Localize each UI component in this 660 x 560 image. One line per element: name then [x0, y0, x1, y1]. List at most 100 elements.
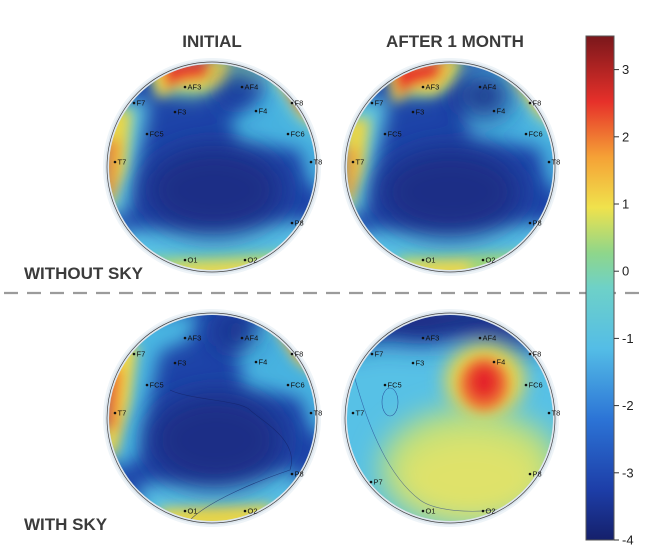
electrode-label: F8	[295, 350, 304, 359]
electrode-dot	[290, 221, 294, 225]
color-bar-gradient	[585, 35, 615, 541]
electrode-label: AF4	[483, 334, 497, 343]
electrode-dot	[113, 160, 117, 164]
electrode-label: T7	[356, 409, 365, 418]
electrode-dot	[290, 101, 294, 105]
electrode-label: F7	[375, 99, 384, 108]
header-initial: INITIAL	[182, 32, 242, 51]
color-bar: 3 2 1 0 -1 -2 -3 -4	[585, 35, 634, 548]
electrode-dot	[528, 472, 532, 476]
electrode-dot	[132, 352, 136, 356]
electrode-dot	[183, 336, 187, 340]
electrode-label: F3	[416, 359, 425, 368]
electrode-label: O2	[248, 256, 258, 265]
row-label-with-sky: WITH SKY	[24, 515, 108, 534]
electrode-label: T8	[552, 158, 561, 167]
electrode-label: F8	[533, 99, 542, 108]
electrode-label: FC5	[388, 130, 402, 139]
electrode-dot	[481, 258, 485, 262]
electrode-label: AF4	[483, 83, 497, 92]
electrode-label: P8	[295, 470, 304, 479]
electrode-label: F7	[137, 99, 146, 108]
color-bar-ticks: 3 2 1 0 -1 -2 -3 -4	[614, 62, 634, 548]
electrode-label: AF3	[188, 334, 202, 343]
electrode-dot	[411, 110, 415, 114]
electrode-label: FC6	[529, 130, 543, 139]
electrode-label: O2	[248, 507, 258, 516]
electrode-label: AF3	[188, 83, 202, 92]
color-bar-tick-label: 0	[622, 264, 629, 279]
electrode-label: P8	[533, 470, 542, 479]
electrode-dot	[183, 509, 187, 513]
scalp-map-without-sky-after-1-month	[341, 58, 559, 276]
electrode-label: T8	[314, 158, 323, 167]
electrode-dot	[383, 383, 387, 387]
electrode-label: F8	[295, 99, 304, 108]
electrode-dot	[240, 85, 244, 89]
electrode-label: F3	[416, 108, 425, 117]
electrode-dot	[290, 352, 294, 356]
electrode-label: T8	[314, 409, 323, 418]
electrode-dot	[369, 480, 373, 484]
electrode-dot	[243, 509, 247, 513]
electrode-label: P8	[533, 219, 542, 228]
electrode-label: F4	[259, 107, 268, 116]
electrode-label: T7	[118, 158, 127, 167]
electrode-dot	[421, 258, 425, 262]
electrode-dot	[145, 383, 149, 387]
electrode-label: FC5	[150, 381, 164, 390]
scalp-map-without-sky-initial	[103, 58, 321, 276]
electrode-label: F8	[533, 350, 542, 359]
header-after-1-month: AFTER 1 MONTH	[386, 32, 524, 51]
electrode-label: T7	[118, 409, 127, 418]
electrode-dot	[286, 132, 290, 136]
electrode-label: FC6	[529, 381, 543, 390]
electrode-labels: AF3 AF4 F7 F3 F4 F8 FC5 FC6 T7 T8 P8 O1 O2 AF3 AF4 F7 F3…	[113, 83, 561, 516]
electrode-label: FC6	[291, 381, 305, 390]
electrode-label: F4	[497, 358, 506, 367]
color-bar-tick-label: 2	[622, 129, 629, 144]
electrode-dot	[254, 109, 258, 113]
electrode-dot	[421, 509, 425, 513]
electrode-dot	[309, 411, 313, 415]
electrode-dot	[528, 101, 532, 105]
color-bar-tick-label: -1	[622, 331, 634, 346]
electrode-dot	[421, 336, 425, 340]
electrode-label: F3	[178, 359, 187, 368]
electrode-label: AF4	[245, 334, 259, 343]
electrode-dot	[411, 361, 415, 365]
electrode-label: F3	[178, 108, 187, 117]
electrode-label: T8	[552, 409, 561, 418]
electrode-label: AF3	[426, 83, 440, 92]
electrode-dot	[383, 132, 387, 136]
electrode-label: F7	[137, 350, 146, 359]
electrode-label: T7	[356, 158, 365, 167]
electrode-dot	[370, 352, 374, 356]
electrode-dot	[528, 221, 532, 225]
electrode-label: O1	[426, 256, 436, 265]
color-bar-tick-label: 3	[622, 62, 629, 77]
row-label-without-sky: WITHOUT SKY	[24, 264, 144, 283]
electrode-dot	[481, 509, 485, 513]
electrode-dot	[547, 160, 551, 164]
scalp-map-with-sky-initial	[103, 309, 321, 527]
electrode-label: FC6	[291, 130, 305, 139]
electrode-dot	[524, 132, 528, 136]
electrode-dot	[547, 411, 551, 415]
electrode-dot	[183, 85, 187, 89]
electrode-dot	[421, 85, 425, 89]
electrode-dot	[113, 411, 117, 415]
electrode-label: O1	[188, 256, 198, 265]
electrode-dot	[492, 109, 496, 113]
electrode-dot	[524, 383, 528, 387]
electrode-dot	[351, 160, 355, 164]
electrode-dot	[370, 101, 374, 105]
electrode-label: O1	[188, 507, 198, 516]
electrode-dot	[351, 411, 355, 415]
electrode-dot	[286, 383, 290, 387]
electrode-dot	[290, 472, 294, 476]
electrode-label: O2	[486, 507, 496, 516]
electrode-label: AF3	[426, 334, 440, 343]
color-bar-tick-label: -2	[622, 398, 634, 413]
